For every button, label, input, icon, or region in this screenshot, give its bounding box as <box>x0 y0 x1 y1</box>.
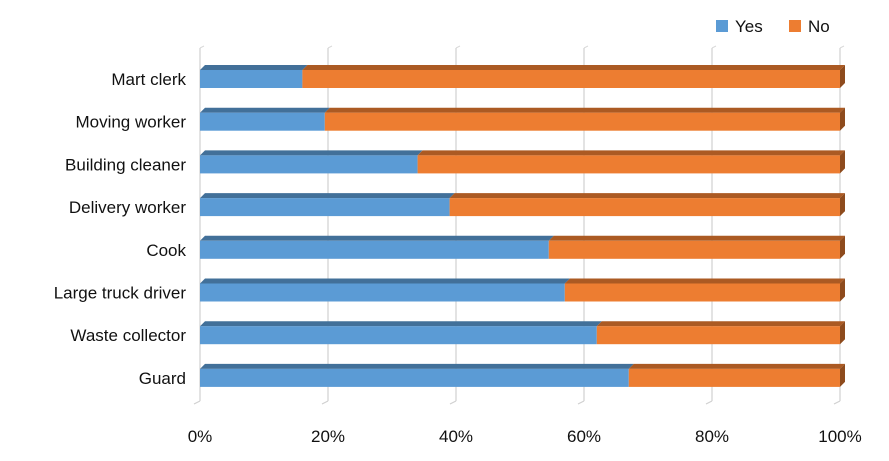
legend-swatch-yes <box>716 20 728 32</box>
bar-segment-no <box>302 70 840 88</box>
gridlines <box>193 45 845 405</box>
bar-segment-top <box>200 65 308 70</box>
category-label: Waste collector <box>70 326 186 345</box>
bar-segment-yes <box>200 70 303 88</box>
category-label: Large truck driver <box>54 284 187 303</box>
bar-segment-no <box>628 368 840 387</box>
gridline-depth <box>455 45 461 49</box>
category-label: Building cleaner <box>65 155 186 174</box>
bar-segment-no <box>324 112 840 131</box>
legend-label-no: No <box>808 17 830 36</box>
bar-segment-side <box>840 278 845 302</box>
x-tick-label: 20% <box>311 427 345 446</box>
x-tick-label: 40% <box>439 427 473 446</box>
bar-segment-no <box>417 155 840 174</box>
bar-segment-yes <box>200 240 549 259</box>
bar-segment-top <box>200 107 330 113</box>
gridline-foot <box>321 400 329 405</box>
bar-segment-no <box>564 283 840 302</box>
legend-label-yes: Yes <box>735 17 763 36</box>
bar-segment-yes <box>200 368 629 387</box>
bar-segment-top <box>200 235 554 241</box>
bar-segment-no <box>548 240 840 259</box>
bar-segment-top <box>417 150 845 156</box>
x-axis-tick-labels: 0% 20% 40% 60% 80% 100% <box>188 427 862 446</box>
legend-swatch-no <box>789 20 801 32</box>
gridline-foot <box>193 400 201 405</box>
gridline-depth <box>199 45 205 49</box>
bar-segment-side <box>840 107 845 131</box>
bar-segment-yes <box>200 155 418 174</box>
gridline-foot <box>449 400 457 405</box>
x-tick-label: 80% <box>695 427 729 446</box>
x-tick-label: 100% <box>818 427 861 446</box>
bar-segment-top <box>449 193 845 199</box>
category-label: Moving worker <box>75 113 186 132</box>
bar-segment-top <box>628 363 845 369</box>
bar-segment-yes <box>200 112 325 131</box>
bar-segment-yes <box>200 326 597 345</box>
gridline-depth <box>839 45 845 49</box>
bar-segment-side <box>840 65 845 88</box>
bars <box>200 65 845 387</box>
bar-segment-side <box>840 363 845 387</box>
bar-segment-top <box>200 363 634 369</box>
bar-segment-no <box>449 198 840 217</box>
gridline-depth <box>711 45 717 49</box>
bar-segment-top <box>200 321 602 327</box>
bar-segment-side <box>840 235 845 259</box>
category-label: Cook <box>146 241 186 260</box>
category-label: Mart clerk <box>111 70 186 89</box>
gridline-foot <box>577 400 585 405</box>
category-labels: Mart clerk Moving worker Building cleaner D… <box>54 70 187 388</box>
category-label: Guard <box>139 369 186 388</box>
bar-segment-yes <box>200 283 565 302</box>
x-tick-label: 60% <box>567 427 601 446</box>
bar-segment-top <box>200 150 423 156</box>
bar-segment-yes <box>200 198 450 217</box>
bar-segment-top <box>324 107 845 113</box>
gridline-foot <box>833 400 841 405</box>
x-tick-label: 0% <box>188 427 213 446</box>
bar-segment-top <box>302 65 845 70</box>
bar-segment-side <box>840 193 845 217</box>
bar-segment-top <box>564 278 845 284</box>
category-label: Delivery worker <box>69 198 186 217</box>
gridline-depth <box>583 45 589 49</box>
bar-segment-side <box>840 150 845 174</box>
gridline-foot <box>705 400 713 405</box>
bar-segment-no <box>596 326 840 345</box>
gridline-depth <box>327 45 333 49</box>
bar-segment-top <box>200 278 570 284</box>
bar-segment-top <box>596 321 845 327</box>
legend: Yes No <box>716 17 830 36</box>
bar-segment-side <box>840 321 845 345</box>
bar-segment-top <box>548 235 845 241</box>
bar-segment-top <box>200 193 455 199</box>
